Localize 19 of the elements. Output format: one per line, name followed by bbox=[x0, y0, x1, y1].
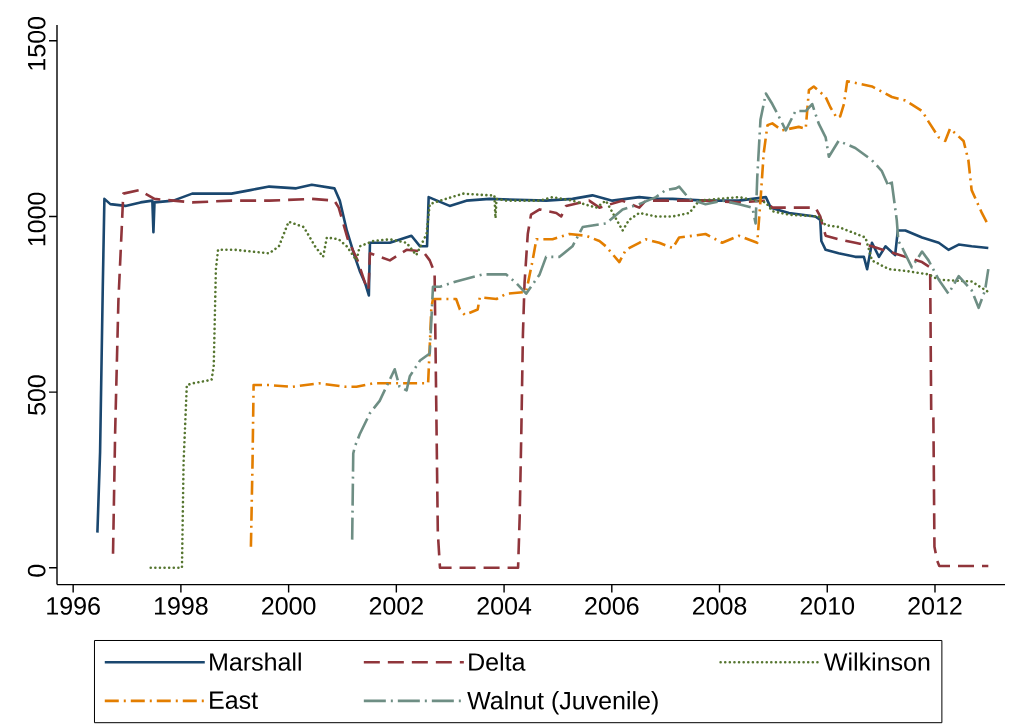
x-tick-label: 2008 bbox=[692, 597, 747, 615]
legend-label: Delta bbox=[469, 652, 526, 671]
x-tick-label: 2010 bbox=[800, 597, 855, 615]
x-tick-label: 1998 bbox=[154, 597, 208, 615]
legend-label: Marshall bbox=[210, 652, 301, 671]
line-series bbox=[350, 92, 990, 541]
x-tick-label: 2012 bbox=[908, 597, 962, 615]
y-tick-label: 1500 bbox=[27, 16, 46, 70]
x-tick-label: 2000 bbox=[262, 597, 316, 615]
legend-label: Wilkinson bbox=[824, 652, 930, 671]
x-tick-label: 2004 bbox=[477, 597, 532, 615]
y-tick-label: 0 bbox=[27, 564, 46, 577]
legend-label: Walnut (Juvenile) bbox=[467, 691, 658, 715]
x-tick-label: 1996 bbox=[47, 597, 100, 615]
y-tick-label: 1000 bbox=[27, 192, 46, 246]
x-tick-label: 2002 bbox=[369, 597, 423, 615]
y-tick-label: 500 bbox=[27, 375, 46, 415]
x-tick-label: 2006 bbox=[585, 597, 639, 615]
legend-label: East bbox=[210, 691, 258, 709]
